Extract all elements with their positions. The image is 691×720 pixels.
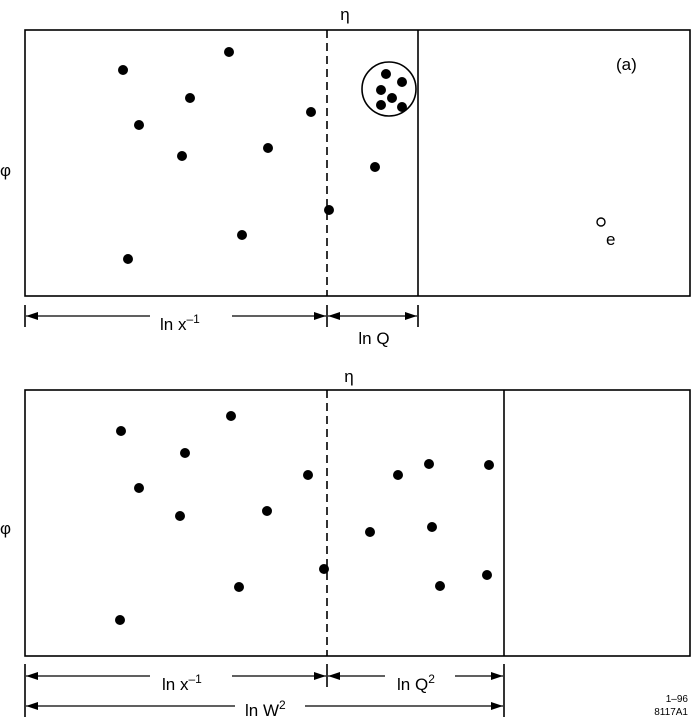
eta-label: η [344, 367, 353, 386]
phi-label: φ [0, 519, 11, 538]
label-sup: –1 [186, 312, 200, 326]
label-sup: –1 [188, 672, 202, 686]
panel-tag: (a) [616, 55, 637, 74]
dimension-lines [24, 305, 419, 327]
phi-label: φ [0, 161, 11, 180]
footer-date: 1–96 [666, 694, 689, 705]
ln-w2-label: ln W2 [245, 698, 286, 720]
label-sup: 2 [279, 698, 286, 712]
dots [118, 47, 606, 264]
ln-x-label: ln x–1 [160, 312, 200, 334]
label-sup: 2 [428, 672, 435, 686]
label-base: ln x [162, 675, 189, 694]
ln-q2-label: ln Q2 [397, 672, 435, 694]
panel-frame [24, 29, 691, 297]
electron-label: e [606, 230, 615, 249]
ln-x-label: ln x–1 [162, 672, 202, 694]
ln-q-label: ln Q [358, 329, 389, 348]
panel-frame [24, 389, 691, 657]
eta-label: η [340, 5, 349, 24]
label-base: ln W [245, 701, 279, 720]
label-base: ln x [160, 315, 187, 334]
dimension-lines [24, 664, 505, 717]
footer-code: 8117A1 [654, 707, 688, 718]
label-base: ln Q [397, 675, 428, 694]
dots [115, 411, 494, 625]
